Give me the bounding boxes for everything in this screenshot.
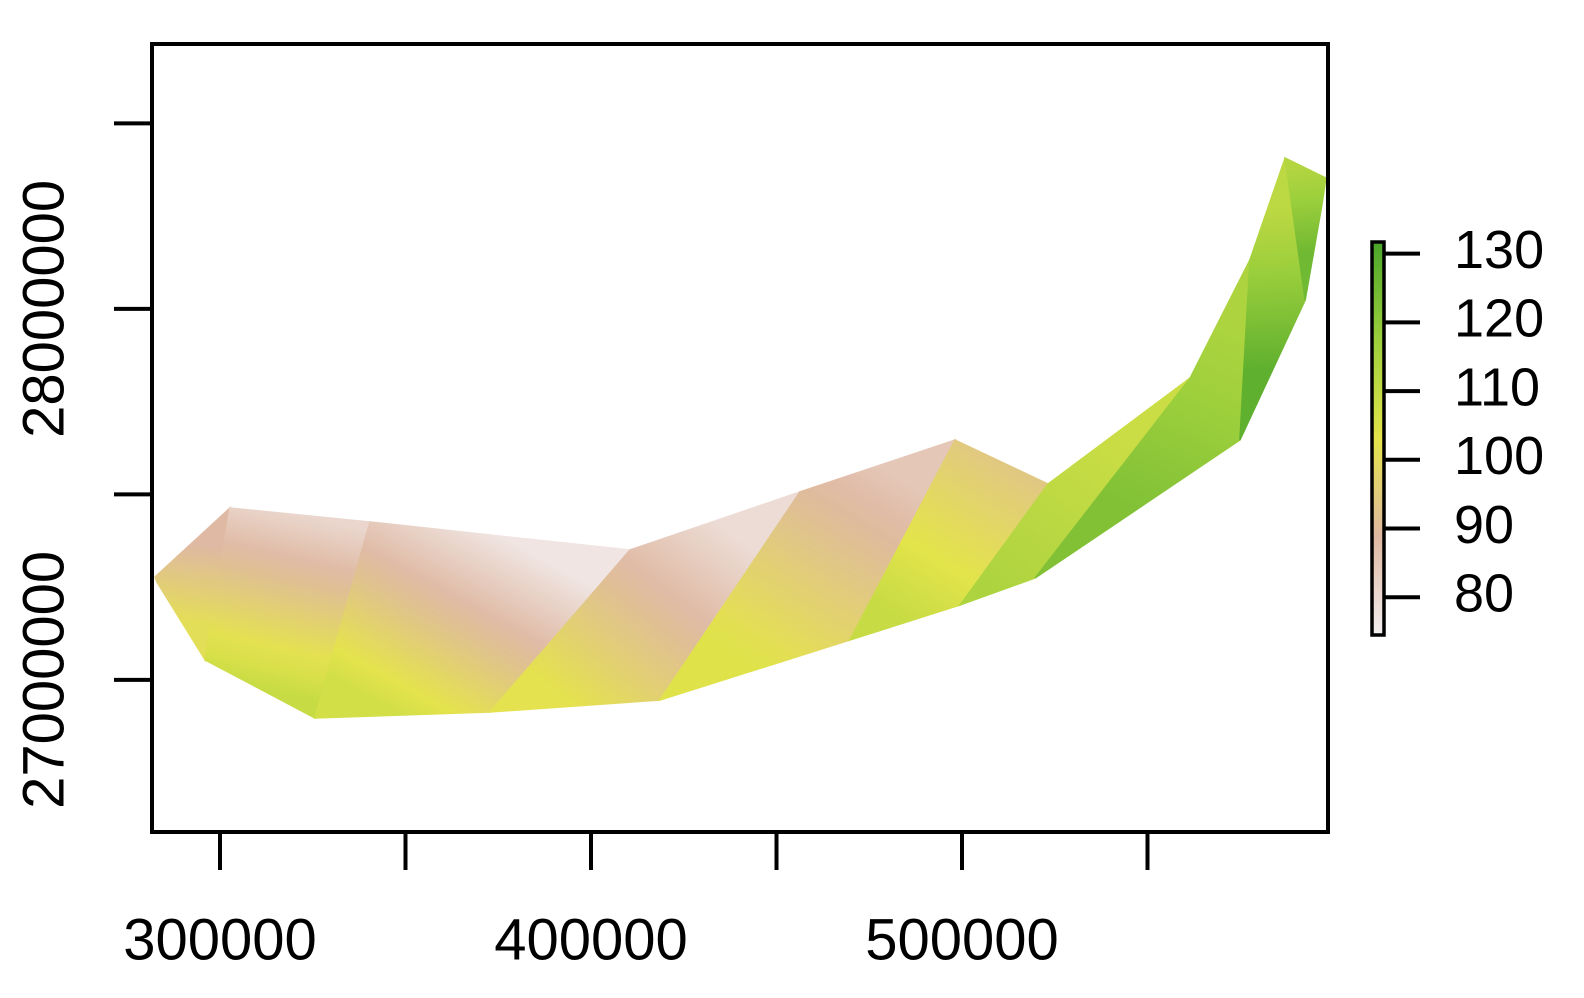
colorbar-tick-label: 80 <box>1454 563 1514 623</box>
x-tick-label: 400000 <box>494 907 688 972</box>
x-tick-label: 500000 <box>865 907 1059 972</box>
y-tick-label: 28000000 <box>11 180 76 438</box>
colorbar-tick-label: 130 <box>1454 220 1544 280</box>
colorbar-tick-label: 110 <box>1454 357 1540 417</box>
x-tick-label: 300000 <box>123 907 317 972</box>
colorbar-tick-label: 100 <box>1454 426 1544 486</box>
colorbar-tick-label: 120 <box>1454 289 1544 349</box>
plot-frame <box>150 42 1330 834</box>
raster-cell <box>1284 156 1327 301</box>
colorbar-tick-label: 90 <box>1454 495 1514 555</box>
colorbar <box>1370 240 1386 637</box>
y-tick-label: 27000000 <box>11 551 76 809</box>
